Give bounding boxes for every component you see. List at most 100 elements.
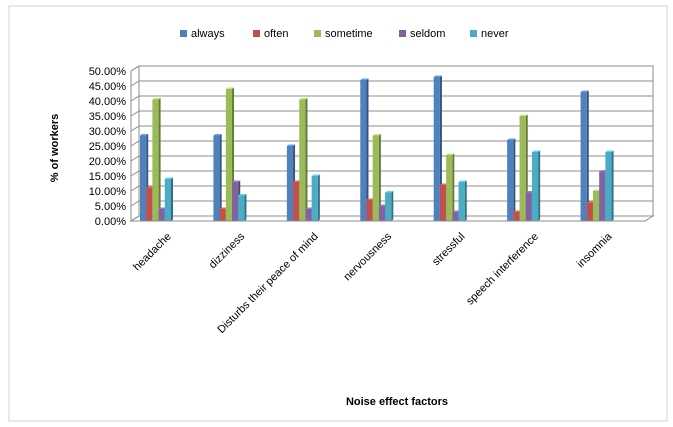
bar-top [378, 204, 388, 206]
gridline [130, 125, 653, 132]
bar-side [452, 153, 455, 221]
bar [164, 179, 171, 221]
legend-swatch [180, 30, 187, 37]
legend-label: always [191, 28, 225, 40]
bar [232, 182, 239, 221]
bar-top [213, 134, 222, 136]
bar [158, 209, 165, 221]
legend-label: often [264, 28, 288, 40]
y-tick-label: 0.00% [95, 216, 126, 228]
bar [146, 188, 153, 221]
bar [219, 209, 226, 221]
bar [439, 185, 447, 221]
bar [599, 171, 606, 221]
bar-top [452, 210, 461, 212]
bar-top [299, 98, 308, 100]
y-tick-label: 40.00% [89, 96, 127, 108]
bar-top [238, 194, 247, 196]
bar [586, 203, 593, 221]
bar-side [611, 150, 614, 221]
bar [378, 206, 386, 221]
bar [446, 155, 453, 221]
y-tick-label: 30.00% [89, 126, 127, 138]
bar-side [171, 177, 173, 221]
bar [140, 135, 147, 221]
gridline [130, 200, 653, 207]
y-tick-label: 50.00% [89, 66, 127, 78]
legend-label: never [481, 28, 509, 40]
bar-side [317, 174, 320, 221]
legend-label: seldom [410, 28, 445, 40]
bar-top [152, 98, 161, 100]
bar-top [164, 177, 173, 179]
bar [519, 116, 526, 221]
bar-top [158, 207, 167, 209]
x-axis-title: Noise effect factors [346, 396, 448, 408]
bar [507, 140, 514, 221]
bar [458, 182, 465, 221]
y-tick-label: 5.00% [95, 201, 126, 213]
bar [213, 135, 220, 221]
gridline [130, 95, 653, 102]
bar [286, 146, 294, 221]
y-tick-label: 45.00% [89, 81, 127, 93]
bar [225, 89, 233, 221]
bar-top [140, 134, 149, 136]
bar-side [244, 194, 247, 221]
bar-top [366, 198, 375, 200]
bar [311, 176, 318, 221]
bar-side [464, 180, 467, 221]
bar-top [599, 170, 608, 172]
bar-top [360, 78, 369, 80]
legend-swatch [399, 30, 406, 37]
bar-top [372, 134, 381, 136]
bar-top [446, 153, 455, 155]
bar [513, 212, 520, 221]
bar [372, 135, 379, 221]
legend-swatch [253, 30, 260, 37]
y-axis-title: % of workers [49, 114, 61, 182]
bar [360, 80, 367, 221]
bar-top [385, 191, 394, 193]
bar-side [538, 150, 541, 221]
bar-top [219, 207, 228, 209]
bar [452, 212, 459, 221]
bar-top [458, 180, 467, 182]
y-tick-label: 35.00% [89, 111, 127, 123]
bar [531, 152, 539, 221]
bar [385, 192, 392, 221]
gridline [130, 110, 653, 117]
bar-top [605, 150, 614, 152]
gridline [130, 140, 653, 147]
gridline [130, 185, 653, 192]
bar-top [586, 201, 595, 203]
bar-top [232, 180, 241, 182]
gridline [130, 65, 653, 72]
bar-top [525, 191, 534, 193]
bar-top [225, 87, 235, 89]
y-tick-label: 25.00% [89, 141, 127, 153]
bar-top [146, 186, 155, 188]
bar-side [158, 98, 161, 221]
gridline [130, 80, 653, 87]
bar-side [391, 191, 394, 221]
legend: always often sometime seldom never [180, 28, 509, 40]
bar-side [305, 98, 308, 221]
bar-top [531, 150, 541, 152]
bar-top [592, 189, 602, 191]
bar [525, 192, 532, 221]
legend-swatch [314, 30, 321, 37]
bar-side [366, 78, 369, 221]
y-tick-label: 10.00% [89, 186, 127, 198]
bar [605, 152, 612, 221]
bar-top [305, 207, 314, 209]
bar [305, 209, 312, 221]
bar [238, 195, 245, 221]
bar-side [219, 134, 222, 221]
legend-swatch [470, 30, 477, 37]
gridline [130, 155, 653, 162]
bar [152, 99, 159, 221]
legend-label: sometime [325, 28, 373, 40]
